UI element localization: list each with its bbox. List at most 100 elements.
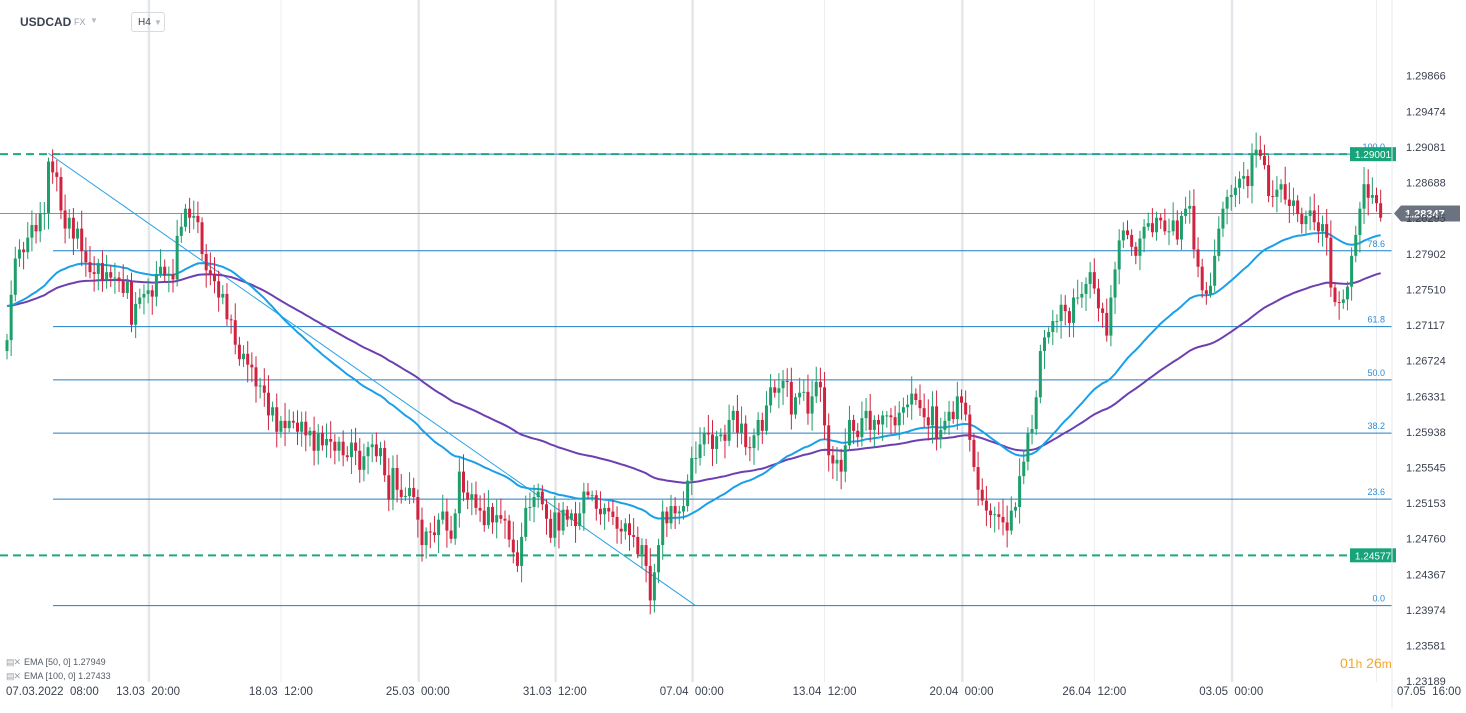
- price-tick-label: 1.25545: [1406, 463, 1446, 475]
- candle-body: [756, 419, 760, 436]
- candle-body: [262, 385, 266, 393]
- candle-body: [130, 281, 133, 325]
- candle-body: [922, 408, 926, 418]
- candle-body: [611, 511, 615, 517]
- price-tick-label: 1.23581: [1406, 641, 1446, 653]
- settings-icon[interactable]: ▤✕: [6, 671, 21, 681]
- candle-body: [300, 421, 304, 432]
- candle-body: [59, 176, 63, 211]
- timeframe-selector[interactable]: H4 ▼: [131, 12, 165, 32]
- candle-body: [574, 513, 578, 527]
- candle-body: [968, 414, 972, 440]
- candle-body: [528, 506, 532, 508]
- candle-body: [183, 208, 187, 227]
- ema-50-line: [6, 231, 1381, 520]
- candle-body: [901, 407, 905, 413]
- candle-body: [1043, 337, 1046, 352]
- candle-body: [391, 468, 395, 500]
- candle-body: [711, 434, 714, 449]
- candle-body: [1267, 165, 1271, 196]
- settings-icon[interactable]: ▤✕: [6, 657, 21, 667]
- time-axis[interactable]: 07.03.2022 08:00 13.03 20:00 18.03 12:00 25…: [6, 686, 1461, 698]
- candle-body: [341, 441, 345, 456]
- time-tick-label: 07.03.2022 08:00: [6, 686, 99, 698]
- candle-body: [955, 396, 959, 420]
- candle-body: [628, 523, 631, 536]
- candle-body: [1225, 196, 1229, 209]
- candle-body: [304, 421, 308, 436]
- candle-body: [777, 388, 781, 393]
- fib-level-label: 38.2: [1367, 421, 1385, 431]
- candle-body: [636, 536, 640, 555]
- candle-body: [1059, 304, 1063, 322]
- candle-body: [13, 258, 17, 295]
- candle-body: [250, 364, 254, 368]
- fib-level-label: 78.6: [1367, 239, 1385, 249]
- candle-body: [470, 494, 474, 500]
- candle-body: [735, 410, 739, 433]
- time-tick-label: 25.03 00:00: [386, 686, 450, 698]
- candle-body: [491, 506, 495, 523]
- candle-body: [623, 523, 627, 532]
- symbol-label[interactable]: USDCAD: [20, 15, 72, 29]
- candle-body: [1292, 200, 1295, 206]
- candle-body: [1304, 215, 1308, 225]
- candle-body: [358, 450, 362, 470]
- candle-body: [926, 417, 930, 426]
- candle-body: [188, 208, 192, 218]
- candle-body: [1155, 217, 1159, 233]
- candle-body: [657, 545, 661, 573]
- trend-lines[interactable]: [48, 152, 697, 607]
- timer-hours: 01: [1340, 655, 1356, 671]
- level-price-label: 1.24577: [1355, 551, 1392, 562]
- time-tick-label: 18.03 12:00: [249, 686, 313, 698]
- candle-body: [279, 420, 283, 432]
- fib-level-label: 0.0: [1372, 594, 1385, 604]
- indicator-ema-100[interactable]: ▤✕ EMA [100, 0] 1.27433: [6, 671, 111, 682]
- candle-body: [1312, 210, 1316, 223]
- price-tick-label: 1.24760: [1406, 534, 1446, 546]
- candle-body: [698, 444, 702, 459]
- candle-body: [1329, 237, 1333, 288]
- time-tick-label: 20.04 00:00: [930, 686, 994, 698]
- candle-body: [1030, 429, 1034, 434]
- trend-line: [48, 152, 697, 607]
- candle-body: [17, 249, 21, 259]
- candle-body: [1366, 184, 1370, 198]
- candle-body: [1287, 199, 1291, 206]
- indicator-ema-50[interactable]: ▤✕ EMA [50, 0] 1.27949: [6, 657, 106, 668]
- candle-body: [706, 432, 710, 435]
- candle-body: [760, 419, 764, 431]
- horizontal-levels[interactable]: 1.29001 1.24577 1.28347: [0, 147, 1460, 563]
- candle-countdown: 01h 26m: [1340, 655, 1392, 671]
- chart-toolbar: USDCAD FX ▼ H4 ▼: [0, 0, 400, 40]
- price-tick-label: 1.25938: [1406, 427, 1446, 439]
- price-axis[interactable]: 1.29866 1.29474 1.29081 1.28688 1.28295 1.279…: [1391, 0, 1446, 708]
- candle-body: [1163, 220, 1167, 232]
- candle-body: [798, 392, 802, 398]
- candle-body: [1051, 321, 1055, 332]
- candle-body: [171, 273, 175, 280]
- candle-body: [960, 396, 963, 403]
- candle-body: [1271, 195, 1275, 197]
- price-tick-label: 1.29081: [1406, 142, 1446, 154]
- candle-body: [1076, 297, 1080, 299]
- candle-body: [910, 393, 914, 405]
- candle-body: [835, 459, 839, 464]
- chevron-down-icon[interactable]: ▼: [90, 16, 98, 25]
- candle-body: [785, 380, 789, 382]
- candle-body: [84, 251, 88, 263]
- candle-body: [632, 535, 636, 537]
- fibonacci-retracement[interactable]: 100.078.661.850.038.223.60.0: [53, 142, 1392, 607]
- candle-body: [374, 444, 378, 457]
- candle-body: [204, 254, 208, 271]
- candle-body: [383, 448, 387, 476]
- candle-body: [1358, 208, 1362, 235]
- candle-body: [889, 415, 893, 418]
- candle-body: [640, 545, 644, 555]
- candle-body: [308, 430, 312, 436]
- candle-body: [229, 319, 233, 321]
- candle-body: [1179, 215, 1183, 240]
